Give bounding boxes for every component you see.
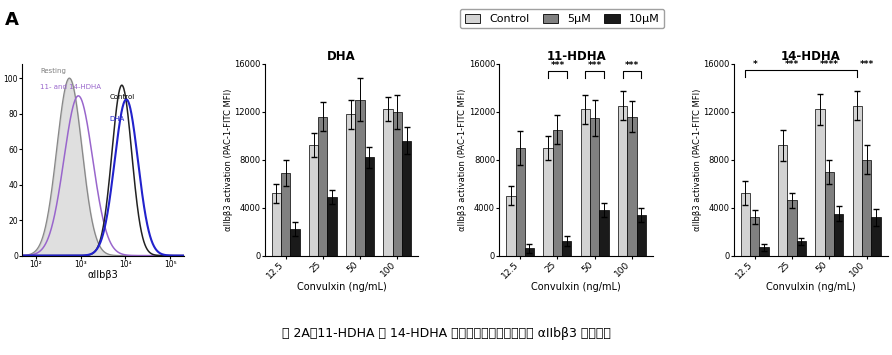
Bar <box>524 248 534 256</box>
Title: DHA: DHA <box>327 50 356 63</box>
Text: *: * <box>753 60 757 69</box>
Bar <box>590 118 599 256</box>
Bar <box>506 196 516 256</box>
Text: A: A <box>4 11 19 29</box>
Text: DHA: DHA <box>110 116 125 122</box>
X-axis label: Convulxin (ng/mL): Convulxin (ng/mL) <box>296 282 386 292</box>
Bar <box>825 172 834 256</box>
Legend: Control, 5μM, 10μM: Control, 5μM, 10μM <box>460 9 664 28</box>
Bar <box>750 217 759 256</box>
Text: ****: **** <box>820 60 838 69</box>
Y-axis label: αIIbβ3 activation (PAC-1-FITC MFI): αIIbβ3 activation (PAC-1-FITC MFI) <box>693 88 702 231</box>
Bar <box>741 193 750 256</box>
Text: 图 2A：11-HDHA 和 14-HDHA 处理均能显著减弱整合素 αIIbβ3 的激活。: 图 2A：11-HDHA 和 14-HDHA 处理均能显著减弱整合素 αIIbβ… <box>282 327 610 340</box>
Bar <box>562 241 572 256</box>
Bar <box>627 116 637 256</box>
Text: Resting: Resting <box>40 68 66 74</box>
Y-axis label: αIIbβ3 activation (PAC-1-FITC MFI): αIIbβ3 activation (PAC-1-FITC MFI) <box>224 88 233 231</box>
Bar <box>327 197 337 256</box>
Bar <box>581 109 590 256</box>
X-axis label: Convulxin (ng/mL): Convulxin (ng/mL) <box>532 282 621 292</box>
Bar <box>516 148 524 256</box>
Bar <box>392 112 402 256</box>
Text: Control: Control <box>110 94 135 100</box>
Text: ***: *** <box>624 61 639 70</box>
Bar <box>553 130 562 256</box>
Bar <box>384 109 392 256</box>
Text: ***: *** <box>860 60 873 69</box>
Bar <box>281 173 290 256</box>
Bar <box>543 148 553 256</box>
Bar <box>365 157 374 256</box>
Bar <box>290 229 300 256</box>
Bar <box>271 193 281 256</box>
X-axis label: Convulxin (ng/mL): Convulxin (ng/mL) <box>766 282 855 292</box>
Bar <box>853 106 862 256</box>
Bar <box>618 106 627 256</box>
Y-axis label: αIIbβ3 activation (PAC-1-FITC MFI): αIIbβ3 activation (PAC-1-FITC MFI) <box>458 88 467 231</box>
Bar <box>871 217 880 256</box>
Title: 11-HDHA: 11-HDHA <box>546 50 606 63</box>
Y-axis label: Count Normalized: Count Normalized <box>0 116 3 203</box>
Bar <box>309 146 318 256</box>
Bar <box>346 114 355 256</box>
Bar <box>355 100 365 256</box>
Bar <box>862 160 871 256</box>
Text: ***: *** <box>588 61 602 70</box>
Bar <box>402 141 411 256</box>
Text: 11- and 14-HDHA: 11- and 14-HDHA <box>40 84 101 90</box>
Bar <box>778 146 788 256</box>
Bar <box>637 215 646 256</box>
Bar <box>759 247 769 256</box>
Bar <box>797 241 806 256</box>
X-axis label: αIIbβ3: αIIbβ3 <box>87 270 119 280</box>
Bar <box>788 201 797 256</box>
Text: ***: *** <box>785 60 799 69</box>
Title: 14-HDHA: 14-HDHA <box>780 50 840 63</box>
Text: ***: *** <box>550 61 565 70</box>
Bar <box>318 116 327 256</box>
Bar <box>815 109 825 256</box>
Bar <box>599 210 608 256</box>
Bar <box>834 214 843 256</box>
